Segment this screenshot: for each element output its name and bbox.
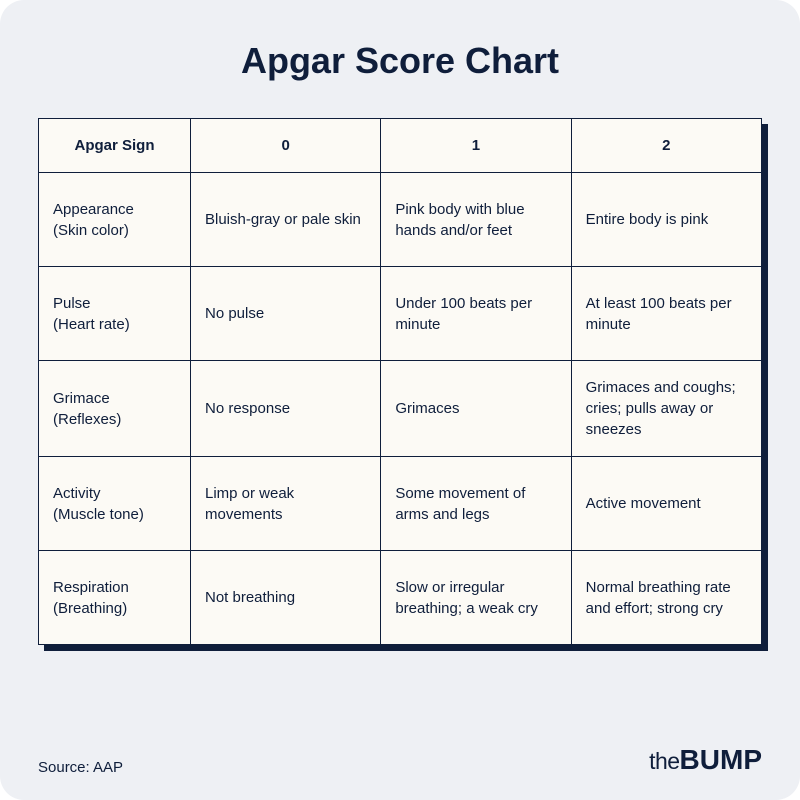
- sign-label: Pulse: [53, 293, 176, 314]
- table-body: Appearance (Skin color) Bluish-gray or p…: [39, 173, 762, 645]
- sign-cell: Activity (Muscle tone): [39, 457, 191, 551]
- sign-label: Respiration: [53, 577, 176, 598]
- table-row: Pulse (Heart rate) No pulse Under 100 be…: [39, 267, 762, 361]
- chart-container: Apgar Score Chart Apgar Sign 0 1 2 Appea…: [0, 0, 800, 800]
- sign-sublabel: (Muscle tone): [53, 504, 176, 525]
- brand-name: BUMP: [680, 744, 762, 775]
- sign-sublabel: (Heart rate): [53, 314, 176, 335]
- score-cell: Active movement: [571, 457, 761, 551]
- score-cell: Grimaces: [381, 361, 571, 457]
- brand-logo: theBUMP: [649, 744, 762, 776]
- source-text: Source: AAP: [38, 759, 123, 776]
- column-header-1: 1: [381, 119, 571, 173]
- footer: Source: AAP theBUMP: [38, 744, 762, 776]
- score-cell: Bluish-gray or pale skin: [190, 173, 380, 267]
- column-header-2: 2: [571, 119, 761, 173]
- sign-label: Grimace: [53, 388, 176, 409]
- score-cell: Grimaces and coughs; cries; pulls away o…: [571, 361, 761, 457]
- score-cell: Normal breathing rate and effort; strong…: [571, 551, 761, 645]
- score-cell: Entire body is pink: [571, 173, 761, 267]
- score-cell: No response: [190, 361, 380, 457]
- score-cell: Under 100 beats per minute: [381, 267, 571, 361]
- sign-label: Appearance: [53, 199, 176, 220]
- sign-cell: Grimace (Reflexes): [39, 361, 191, 457]
- table-row: Activity (Muscle tone) Limp or weak move…: [39, 457, 762, 551]
- score-cell: Not breathing: [190, 551, 380, 645]
- sign-label: Activity: [53, 483, 176, 504]
- table-header-row: Apgar Sign 0 1 2: [39, 119, 762, 173]
- table-row: Respiration (Breathing) Not breathing Sl…: [39, 551, 762, 645]
- score-cell: Some movement of arms and legs: [381, 457, 571, 551]
- sign-cell: Respiration (Breathing): [39, 551, 191, 645]
- table-row: Appearance (Skin color) Bluish-gray or p…: [39, 173, 762, 267]
- score-cell: Limp or weak movements: [190, 457, 380, 551]
- sign-sublabel: (Skin color): [53, 220, 176, 241]
- page-title: Apgar Score Chart: [38, 40, 762, 82]
- score-cell: Pink body with blue hands and/or feet: [381, 173, 571, 267]
- column-header-sign: Apgar Sign: [39, 119, 191, 173]
- table-row: Grimace (Reflexes) No response Grimaces …: [39, 361, 762, 457]
- sign-sublabel: (Reflexes): [53, 409, 176, 430]
- score-cell: No pulse: [190, 267, 380, 361]
- score-cell: Slow or irregular breathing; a weak cry: [381, 551, 571, 645]
- score-cell: At least 100 beats per minute: [571, 267, 761, 361]
- brand-prefix: the: [649, 748, 679, 774]
- table-wrapper: Apgar Sign 0 1 2 Appearance (Skin color)…: [38, 118, 762, 645]
- column-header-0: 0: [190, 119, 380, 173]
- sign-cell: Pulse (Heart rate): [39, 267, 191, 361]
- apgar-table: Apgar Sign 0 1 2 Appearance (Skin color)…: [38, 118, 762, 645]
- sign-sublabel: (Breathing): [53, 598, 176, 619]
- sign-cell: Appearance (Skin color): [39, 173, 191, 267]
